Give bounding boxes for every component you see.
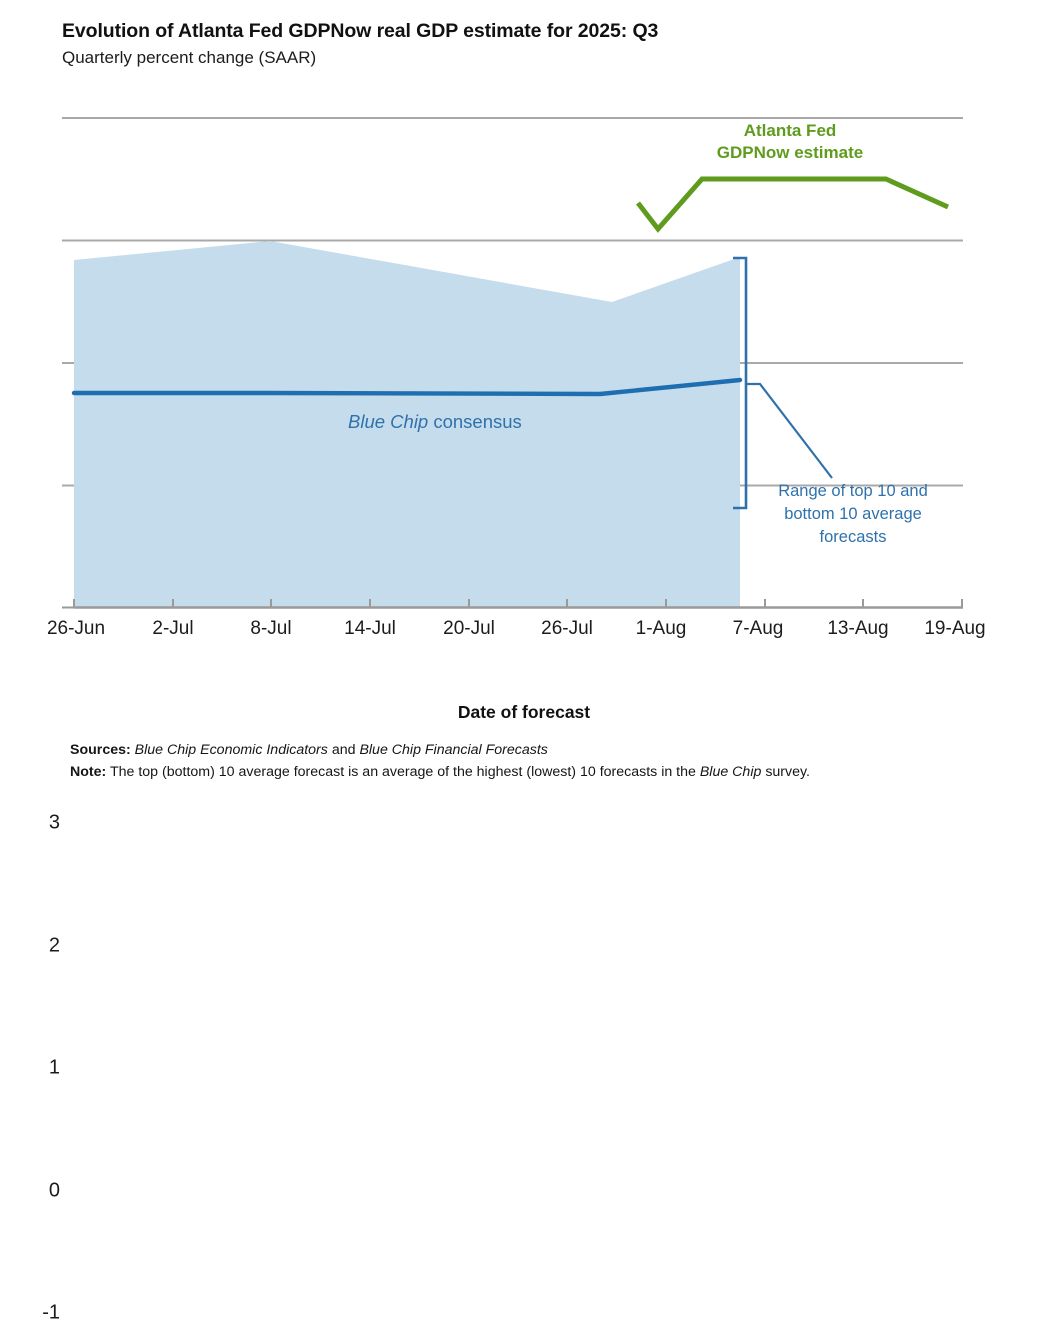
- y-tick-label: 1: [48, 1056, 60, 1079]
- chart-subtitle: Quarterly percent change (SAAR): [62, 48, 317, 67]
- footnote-note-text-1: The top (bottom) 10 average forecast is …: [106, 763, 700, 780]
- footnote-note-label: Note:: [70, 763, 107, 780]
- range-bracket: [733, 256, 833, 510]
- footnotes: Sources: Blue Chip Economic Indicators a…: [70, 740, 810, 783]
- plot-svg: [0, 117, 1048, 721]
- x-tick-marks: [73, 599, 963, 607]
- x-tick-label: 13-Aug: [827, 618, 889, 639]
- blue-chip-consensus-label-rest: consensus: [428, 411, 522, 432]
- gdpnow-series-label-line2: GDPNow estimate: [716, 142, 864, 162]
- blue-chip-consensus-label-italic: Blue Chip: [348, 411, 429, 432]
- range-label-line3: forecasts: [819, 527, 887, 546]
- footnote-sources-italic-2: Blue Chip Financial Forecasts: [359, 742, 548, 758]
- x-axis-title: Date of forecast: [457, 702, 591, 722]
- y-tick-label: 3: [48, 811, 60, 834]
- chart-title: Evolution of Atlanta Fed GDPNow real GDP…: [62, 20, 659, 42]
- x-tick-label: 19-Aug: [924, 618, 986, 639]
- range-band-lower: [74, 507, 740, 608]
- footnote-sources-italic-1: Blue Chip Economic Indicators: [134, 742, 328, 758]
- blue-chip-consensus-label: Blue Chip consensus: [348, 411, 522, 433]
- range-label: Range of top 10 and bottom 10 average fo…: [758, 480, 948, 548]
- x-tick-label: 7-Aug: [732, 618, 784, 639]
- footnote-sources-label: Sources:: [70, 742, 131, 758]
- range-label-line1: Range of top 10 and: [778, 482, 928, 500]
- x-tick-label: 20-Jul: [443, 618, 495, 639]
- footnote-note-text-2: survey.: [761, 763, 810, 780]
- gdpnow-series-label-line1: Atlanta Fed: [743, 121, 837, 140]
- y-tick-label: -1: [42, 1301, 60, 1324]
- x-tick-label: 8-Jul: [250, 618, 292, 639]
- plot-area: 3 2 1 0 -1 26-Jun 2-Jul 8-Jul 14-Jul 20-…: [0, 117, 1048, 1324]
- footnote-sources: Sources: Blue Chip Economic Indicators a…: [70, 740, 810, 762]
- x-tick-label: 26-Jun: [46, 618, 106, 639]
- range-label-line2: bottom 10 average: [784, 504, 922, 523]
- y-tick-label: 2: [48, 934, 60, 957]
- footnote-sources-mid: and: [327, 742, 360, 758]
- chart-figure: Evolution of Atlanta Fed GDPNow real GDP…: [0, 20, 1048, 1324]
- footnote-note: Note: The top (bottom) 10 average foreca…: [70, 762, 810, 784]
- x-tick-label: 2-Jul: [152, 618, 194, 639]
- band-clip-mask: [0, 608, 1048, 700]
- x-tick-label: 26-Jul: [541, 618, 593, 639]
- gdpnow-estimate-line: [636, 176, 950, 233]
- y-tick-label: 0: [48, 1179, 60, 1202]
- x-tick-label: 1-Aug: [635, 618, 687, 639]
- gdpnow-series-label: Atlanta Fed GDPNow estimate: [660, 120, 920, 164]
- x-tick-label: 14-Jul: [344, 618, 396, 639]
- y-tick-marks: [62, 117, 74, 609]
- footnote-note-italic: Blue Chip: [699, 763, 762, 780]
- blue-chip-consensus-line: [71, 377, 743, 397]
